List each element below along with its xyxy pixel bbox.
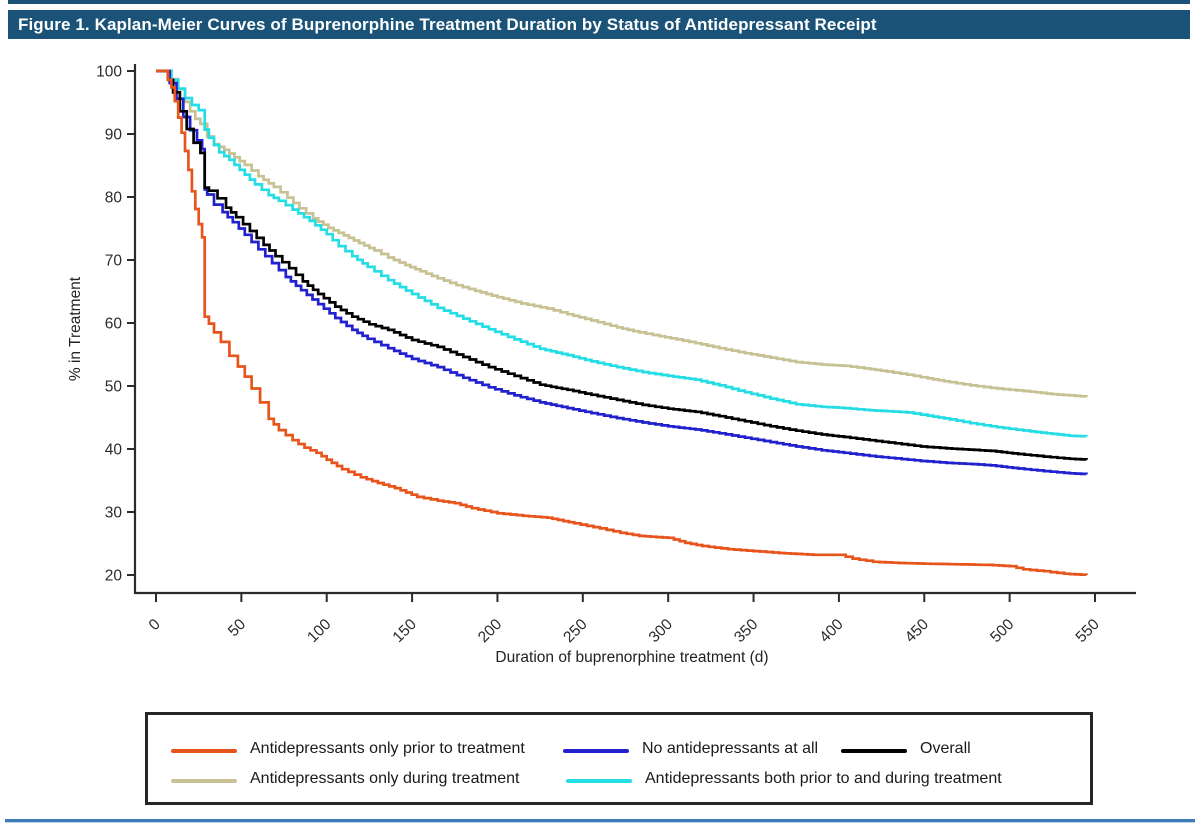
legend-swatch-overall	[841, 749, 907, 753]
y-tick-label: 40	[105, 442, 123, 459]
bottom-rule	[5, 819, 1195, 823]
x-tick-label: 500	[987, 616, 1018, 647]
curve-both	[156, 69, 1088, 438]
legend-box: Antidepressants only prior to treatment N…	[145, 712, 1093, 805]
x-tick-label: 400	[816, 616, 847, 647]
legend-swatch-both	[566, 779, 632, 783]
legend-swatch-only-prior	[171, 749, 237, 753]
curve-overall	[156, 69, 1088, 461]
x-tick-label: 450	[902, 616, 933, 647]
top-rule	[8, 0, 1190, 4]
x-tick-label: 50	[225, 616, 249, 640]
x-tick-label: 200	[475, 616, 506, 647]
km-chart: 20 30 40 50 60 70 80 90 100 0 50 100 150 200 250 300 350…	[67, 64, 1136, 666]
x-tick-label: 0	[146, 616, 164, 634]
curve-only-during	[156, 69, 1088, 398]
y-tick-label: 90	[105, 127, 123, 144]
y-tick-label: 80	[105, 190, 123, 207]
legend-label-only-prior: Antidepressants only prior to treatment	[250, 740, 525, 757]
legend-label-only-during: Antidepressants only during treatment	[250, 770, 520, 787]
y-tick-label: 20	[105, 568, 123, 585]
legend-swatch-only-during	[171, 779, 237, 783]
x-axis-title: Duration of buprenorphine treatment (d)	[495, 649, 768, 666]
legend-label-overall: Overall	[920, 740, 971, 757]
y-tick-label: 50	[105, 379, 123, 396]
y-tick-label: 60	[105, 316, 123, 333]
legend-label-none: No antidepressants at all	[642, 740, 819, 757]
y-tick-label: 70	[105, 253, 123, 270]
x-tick-label: 350	[731, 616, 762, 647]
y-tick-label: 30	[105, 505, 123, 522]
y-tick-label: 100	[96, 64, 122, 81]
figure-title-bar: Figure 1. Kaplan-Meier Curves of Bupreno…	[8, 10, 1190, 39]
curve-none	[156, 69, 1088, 476]
x-tick-label: 550	[1073, 616, 1104, 647]
legend-swatch-none	[563, 749, 629, 753]
legend-label-both: Antidepressants both prior to and during…	[645, 770, 1002, 787]
curve-only-prior	[156, 69, 1088, 577]
x-tick-label: 250	[560, 616, 591, 647]
y-axis-title: % in Treatment	[67, 276, 84, 381]
figure-title: Figure 1. Kaplan-Meier Curves of Bupreno…	[18, 15, 877, 34]
x-tick-label: 100	[304, 616, 335, 647]
x-tick-label: 300	[646, 616, 677, 647]
x-tick-label: 150	[390, 616, 421, 647]
